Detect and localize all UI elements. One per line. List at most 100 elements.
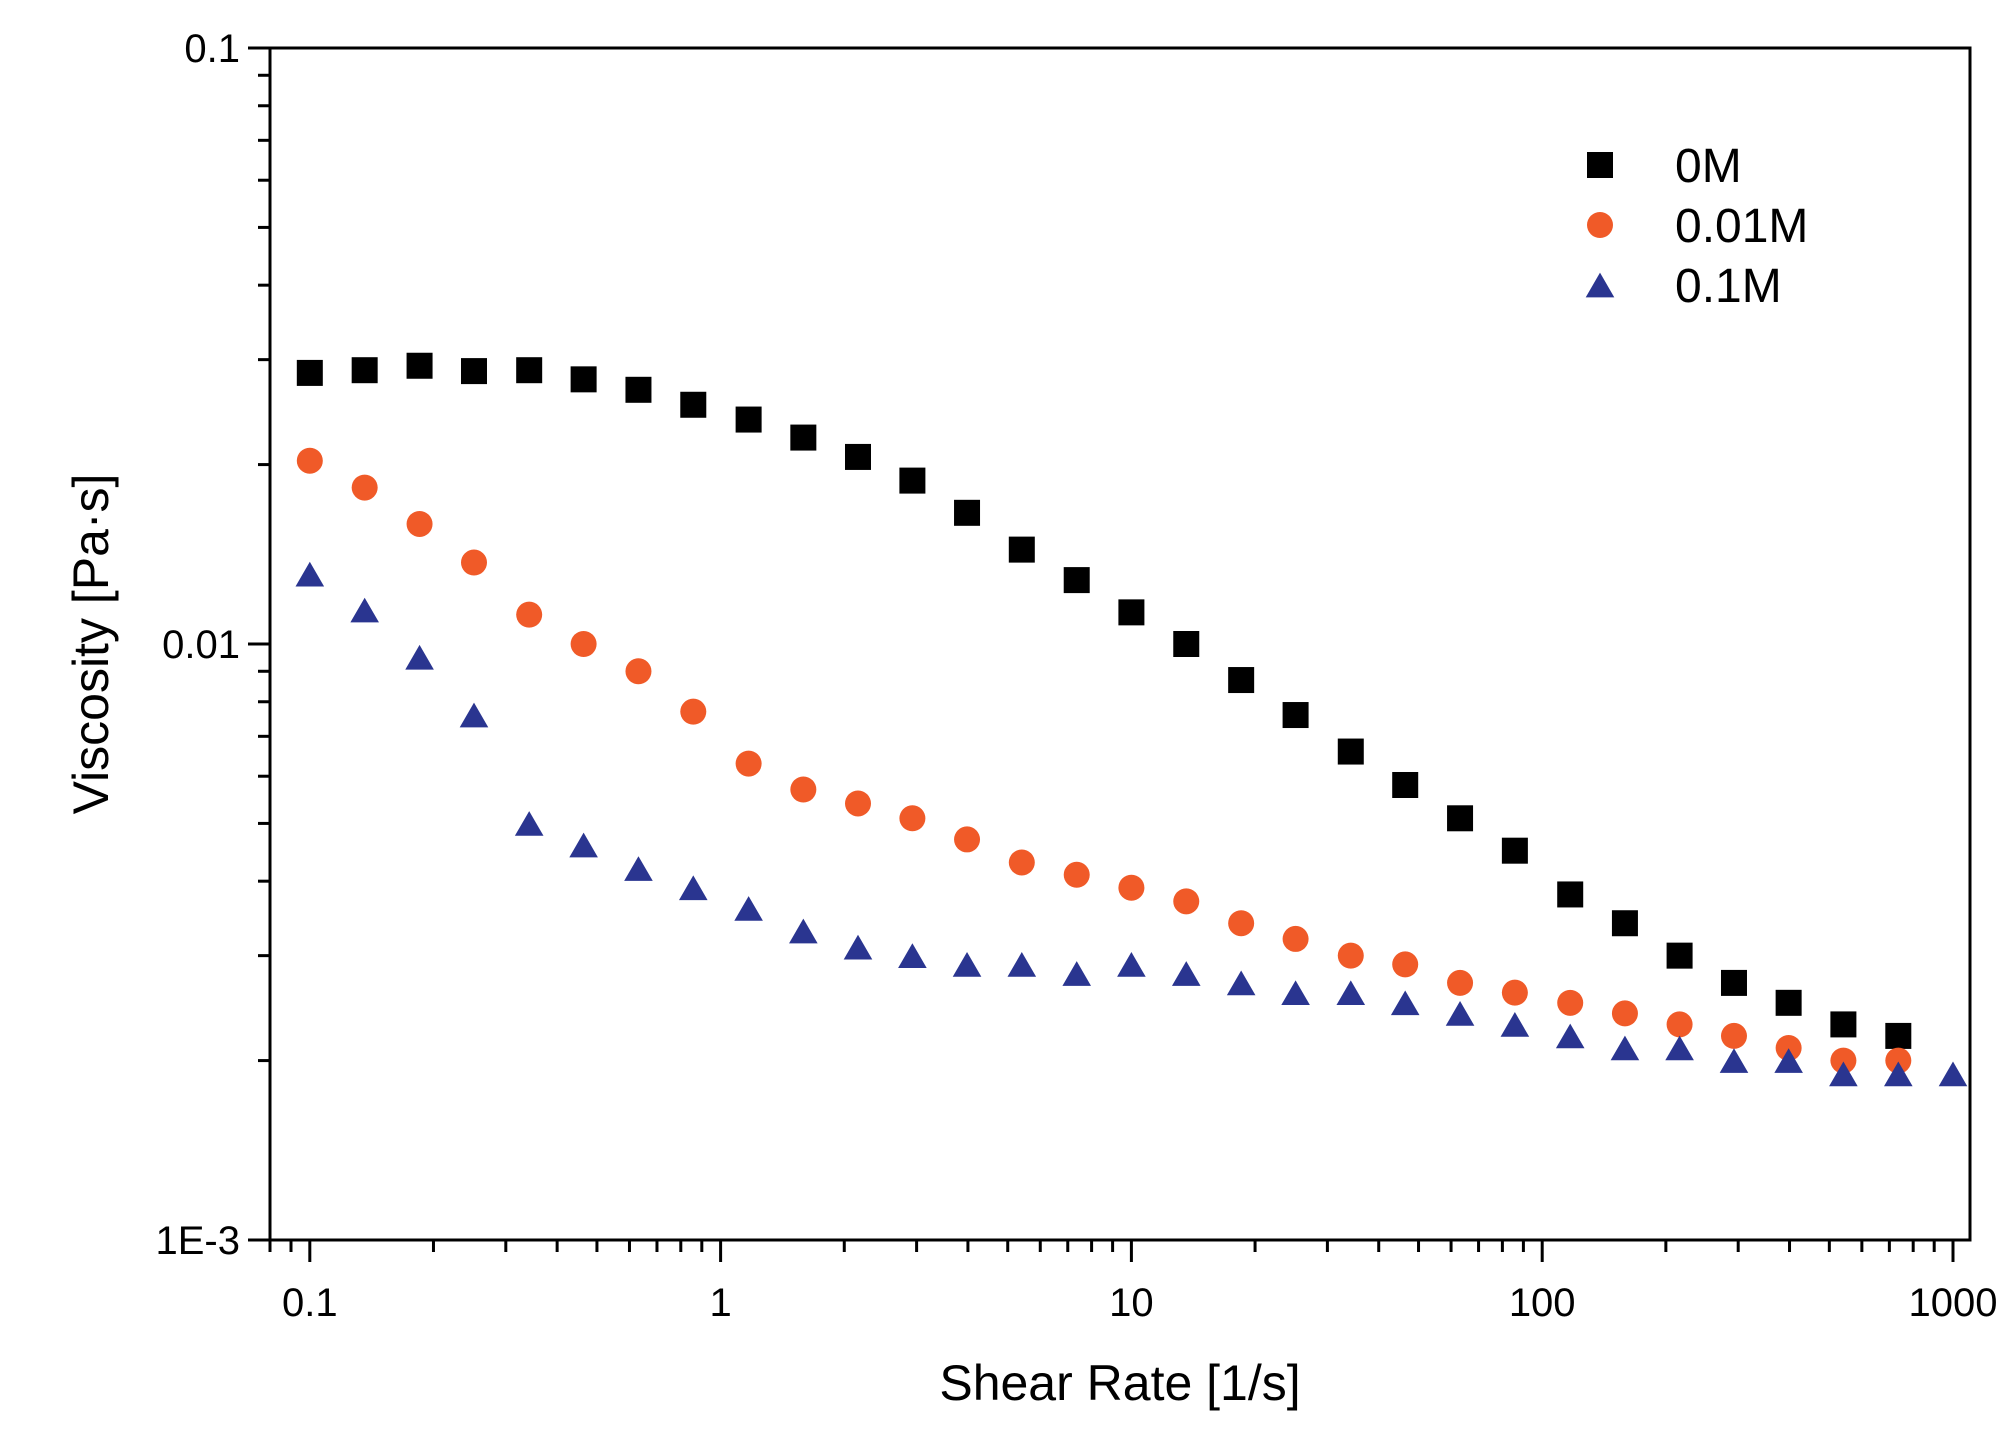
data-point: [1228, 910, 1255, 937]
data-point: [570, 631, 597, 657]
data-point: [1118, 599, 1145, 626]
data-point: [1885, 1047, 1912, 1074]
data-point: [1830, 1011, 1857, 1038]
data-point: [1226, 970, 1256, 996]
data-point: [296, 359, 323, 386]
data-point: [898, 943, 927, 968]
y-tick-label: 0.01: [162, 623, 240, 667]
data-point: [1501, 979, 1528, 1006]
data-point: [1501, 837, 1528, 864]
data-point: [1336, 980, 1366, 1006]
data-point: [1557, 881, 1584, 908]
data-point: [405, 644, 434, 670]
data-point: [1665, 1035, 1694, 1061]
data-point: [1228, 667, 1255, 694]
data-point: [1611, 1000, 1638, 1027]
data-point: [1447, 805, 1474, 832]
data-point: [1555, 1023, 1585, 1049]
y-axis-title: Viscosity [Pa·s]: [63, 474, 119, 815]
legend-marker: [1587, 212, 1613, 238]
data-point: [296, 447, 323, 474]
data-point: [790, 424, 817, 451]
data-point: [516, 601, 543, 628]
data-point: [516, 357, 543, 384]
data-point: [1830, 1047, 1857, 1074]
data-point: [1173, 631, 1200, 657]
data-point: [1282, 925, 1309, 952]
data-point: [1445, 1001, 1475, 1026]
data-point: [734, 896, 763, 921]
data-point: [1337, 942, 1364, 969]
data-point: [625, 658, 652, 685]
data-point: [351, 357, 378, 384]
legend-marker: [1587, 152, 1613, 178]
data-point: [1774, 1048, 1803, 1073]
data-point: [1938, 1061, 1968, 1087]
legend: 0M 0.01M 0.1M: [1585, 140, 1808, 313]
data-point: [460, 358, 487, 385]
data-point: [1337, 738, 1364, 765]
data-point: [1392, 771, 1419, 798]
data-point: [1118, 874, 1145, 901]
data-point: [1611, 910, 1638, 937]
data-point: [406, 510, 433, 537]
axis-ticks: [248, 46, 1955, 1262]
data-point: [954, 499, 981, 526]
y-tick-label: 0.1: [184, 27, 240, 71]
data-point: [1008, 849, 1035, 876]
legend-label: 0.1M: [1675, 260, 1782, 313]
data-point: [1610, 1035, 1640, 1061]
axis-tick-labels: 0.1 1 10 100 1000 1E-3 0.01 0.1: [156, 27, 1998, 1325]
legend-label: 0M: [1675, 140, 1742, 193]
data-point: [844, 790, 871, 817]
data-point: [1885, 1022, 1912, 1049]
x-tick-label: 1: [709, 1281, 731, 1325]
x-tick-label: 0.1: [282, 1281, 338, 1325]
data-point: [625, 376, 652, 403]
data-point: [1062, 961, 1092, 986]
data-point: [789, 918, 818, 944]
data-point: [1173, 888, 1200, 915]
data-points: [295, 352, 1968, 1087]
data-point: [570, 366, 597, 393]
x-tick-label: 10: [1109, 1281, 1154, 1325]
data-point: [1117, 952, 1146, 977]
data-point: [678, 875, 708, 901]
data-point: [1884, 1061, 1913, 1087]
data-point: [1829, 1061, 1858, 1087]
data-point: [790, 776, 817, 803]
data-point: [1775, 1034, 1802, 1061]
series-1: [296, 352, 1912, 1049]
data-point: [406, 352, 433, 379]
data-point: [1719, 1048, 1749, 1073]
data-point: [1063, 861, 1090, 888]
data-point: [1008, 536, 1035, 563]
data-point: [735, 750, 762, 777]
legend-marker: [1585, 272, 1615, 298]
data-point: [952, 952, 982, 977]
legend-label: 0.01M: [1675, 200, 1808, 253]
data-point: [569, 832, 598, 858]
data-point: [735, 406, 762, 433]
data-point: [1720, 969, 1747, 996]
data-point: [899, 467, 926, 494]
data-point: [295, 561, 325, 587]
data-point: [1720, 1022, 1747, 1049]
data-point: [1666, 1011, 1693, 1038]
data-point: [1007, 952, 1037, 977]
data-point: [1171, 961, 1201, 986]
data-point: [1063, 567, 1090, 594]
x-tick-label: 1000: [1909, 1281, 1998, 1325]
data-point: [680, 698, 707, 725]
data-point: [844, 443, 871, 470]
data-point: [1392, 951, 1419, 978]
data-point: [1775, 989, 1802, 1016]
data-point: [954, 826, 981, 853]
x-tick-label: 100: [1509, 1281, 1576, 1325]
data-point: [351, 474, 378, 501]
data-point: [459, 702, 489, 728]
series-3: [295, 561, 1968, 1087]
data-point: [514, 811, 544, 836]
